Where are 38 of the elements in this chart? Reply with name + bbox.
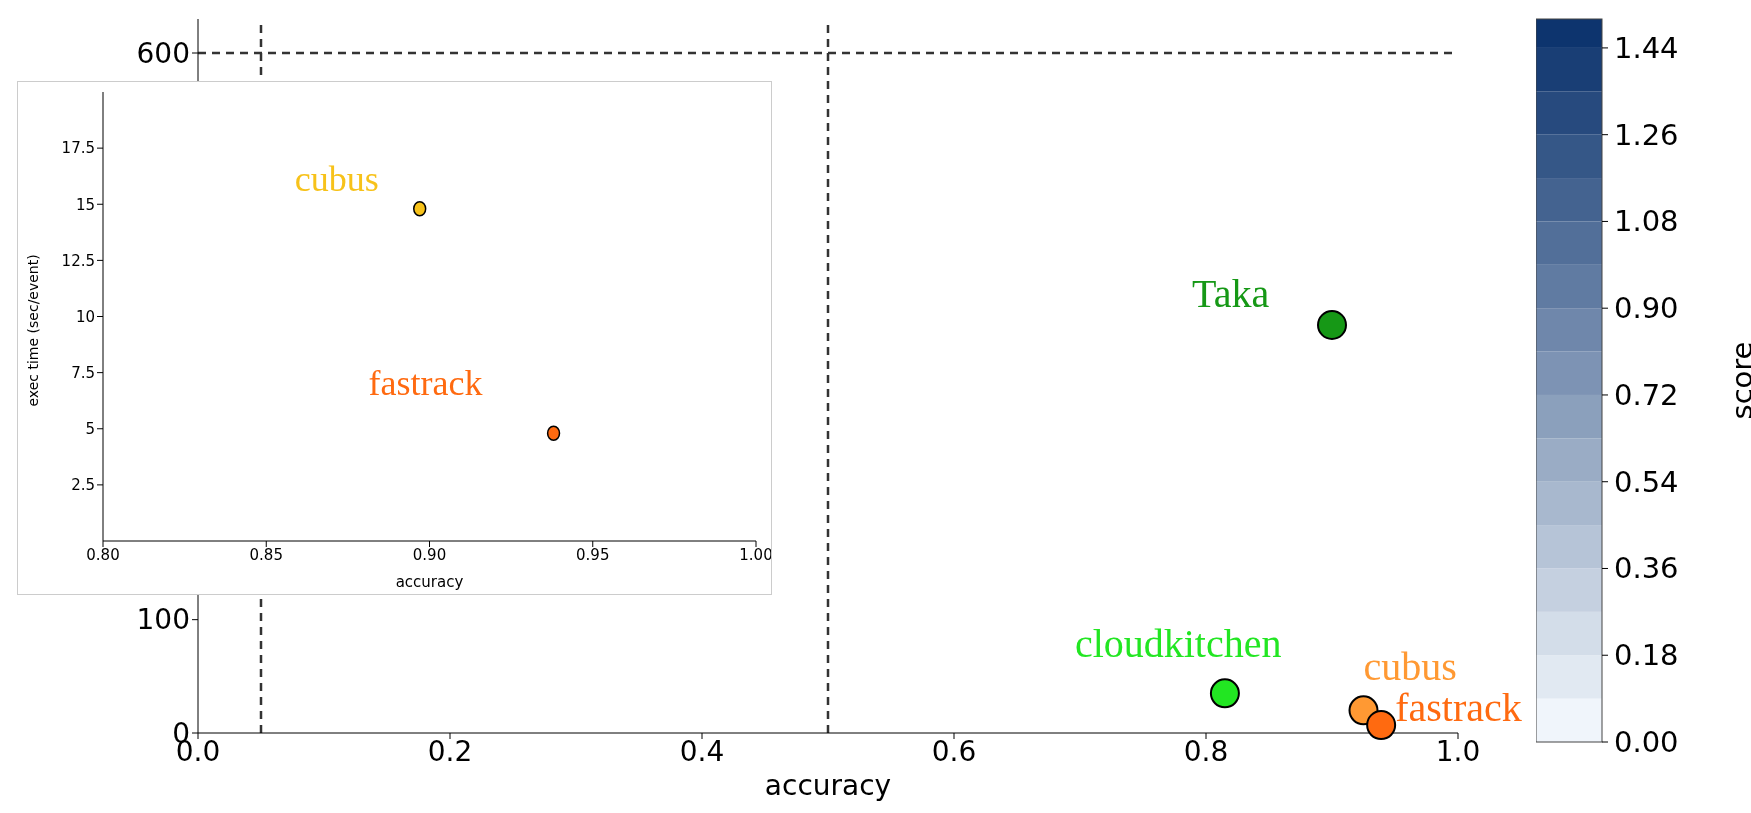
series-label: Taka [1192, 271, 1270, 316]
x-tick-label: 0.8 [1183, 734, 1229, 768]
color-bar-label: 0.90 [1614, 291, 1679, 326]
y-tick-label: 100 [136, 603, 190, 637]
x-axis-title: accuracy [395, 573, 464, 591]
color-bar-label: 1.44 [1614, 30, 1679, 65]
y-tick-label: 600 [136, 36, 190, 70]
y-tick-label: 12.5 [61, 251, 95, 270]
y-tick-label: 10 [75, 307, 95, 326]
x-tick-label: 0.4 [679, 734, 725, 768]
series-label: cubus [294, 158, 379, 199]
color-bar-label: 0.18 [1614, 638, 1679, 673]
x-tick-label: 1.00 [739, 545, 773, 564]
y-tick-label: 15 [75, 195, 95, 214]
y-tick-label: 17.5 [61, 139, 95, 158]
color-bar-label: 0.36 [1614, 551, 1679, 586]
color-bar-label: 0.00 [1614, 725, 1679, 759]
series-label: cloudkitchen [1074, 621, 1282, 667]
x-tick-label: 0.2 [427, 734, 473, 768]
x-tick-label: 0.95 [576, 545, 610, 564]
point [1209, 678, 1240, 709]
point [1317, 310, 1347, 340]
x-tick-label: 0.80 [86, 545, 120, 564]
x-tick-label: 0.85 [249, 545, 283, 564]
y-tick-label: 5 [85, 420, 95, 438]
y-tick-label: 7.5 [71, 363, 95, 382]
color-bar-label: 1.26 [1614, 117, 1679, 152]
x-tick-label: 0.90 [412, 545, 447, 564]
series-label: fastrack [368, 363, 483, 404]
point [1366, 710, 1397, 741]
x-axis-title: accuracy [764, 769, 892, 802]
color-bar-label: 0.72 [1614, 377, 1679, 412]
y-axis-title: exec time (sec/event) [24, 254, 41, 407]
color-bar-label: 1.08 [1614, 204, 1679, 239]
x-tick-label: 1.0 [1435, 734, 1481, 768]
y-tick-label: 2.5 [71, 476, 95, 495]
x-tick-label: 0.6 [931, 734, 977, 768]
color-bar-label: 0.54 [1614, 464, 1679, 499]
